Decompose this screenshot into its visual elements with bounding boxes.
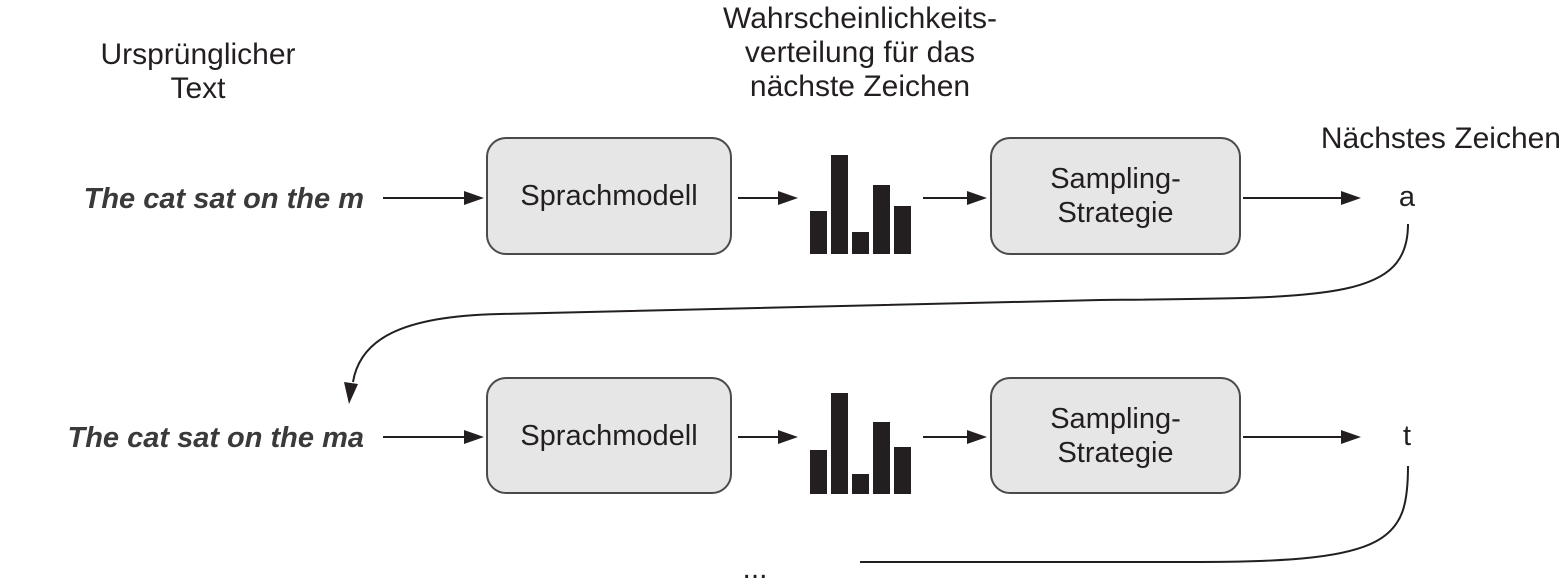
arrow-distribution-to-strategy-row1 [923, 191, 987, 205]
language-model-box-row2: Sprachmodell [486, 377, 732, 494]
input-text-row2: The cat sat on the ma [67, 422, 364, 454]
arrow-input-to-model-row2 [383, 430, 484, 444]
header-distribution: Wahrscheinlichkeits- verteilung für das … [723, 2, 997, 103]
continuation-line [860, 465, 1409, 563]
arrow-distribution-to-strategy-row2 [923, 430, 987, 444]
header-next-char: Nächstes Zeichen [1320, 122, 1561, 155]
distribution-bar-row2-2 [831, 393, 848, 494]
input-text-row1: The cat sat on the m [83, 183, 364, 215]
sampling-strategy-box-row2: Sampling- Strategie [990, 377, 1241, 494]
continuation-ellipsis: ... [742, 552, 768, 585]
distribution-bar-row2-5 [894, 447, 911, 494]
distribution-bar-row1-5 [894, 206, 911, 254]
language-model-box-row1: Sprachmodell [486, 137, 732, 255]
distribution-bars-row2 [810, 393, 911, 494]
distribution-bar-row2-1 [810, 450, 827, 494]
distribution-bars-row1 [810, 155, 911, 254]
arrow-model-to-distribution-row2 [738, 430, 798, 444]
distribution-bar-row1-1 [810, 211, 827, 254]
header-original-text: Ursprünglicher Text [100, 38, 296, 105]
arrow-strategy-to-output-row1 [1243, 191, 1361, 205]
distribution-bar-row1-3 [852, 232, 869, 254]
feedback-arrow-row1-to-row2 [344, 223, 1409, 404]
output-char-row2: t [1402, 420, 1412, 452]
sampling-strategy-box-row1: Sampling- Strategie [990, 137, 1241, 255]
distribution-bar-row2-3 [852, 474, 869, 494]
arrow-strategy-to-output-row2 [1243, 430, 1361, 444]
distribution-bar-row1-2 [831, 155, 848, 254]
distribution-bar-row1-4 [873, 185, 890, 254]
output-char-row1: a [1398, 181, 1416, 213]
arrow-input-to-model-row1 [383, 191, 484, 205]
arrow-model-to-distribution-row1 [738, 191, 798, 205]
distribution-bar-row2-4 [873, 422, 890, 494]
